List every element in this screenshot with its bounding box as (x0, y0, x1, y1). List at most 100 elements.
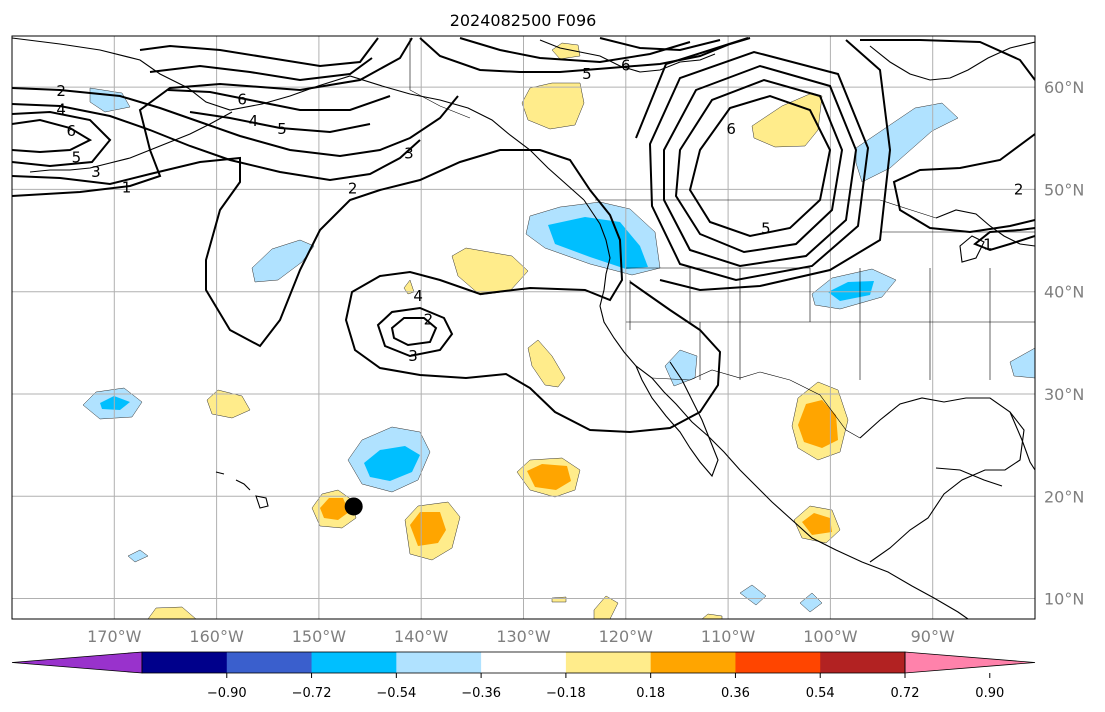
colorbar-tick-label: −0.18 (546, 686, 586, 701)
colorbar-segment (565, 652, 652, 673)
gridlines (12, 36, 1035, 619)
great-lakes (935, 209, 1035, 263)
anomaly-patch (527, 464, 571, 490)
cuba-coast (935, 467, 1003, 487)
colorbar-tick-label: 0.90 (975, 686, 1004, 701)
contour-line (648, 50, 870, 282)
anomaly-patch (828, 281, 874, 301)
alaska-gulf-coast (29, 111, 233, 173)
contour-line (139, 37, 379, 68)
colorbar-segment (735, 652, 821, 673)
contour-line (635, 37, 892, 292)
anomaly-patch (206, 389, 251, 419)
florida-coast (1009, 411, 1035, 471)
contour-line (12, 37, 413, 197)
contour-line (12, 149, 722, 434)
anomaly-patch (548, 217, 648, 269)
longitude-tick-label: 140°W (394, 627, 449, 646)
latitude-tick-label: 40°N (1044, 283, 1084, 302)
arctic-islands (539, 39, 716, 73)
contour-value-label: 5 (761, 219, 771, 237)
us-canada-border (595, 199, 937, 219)
contour-value-label: 3 (404, 145, 414, 163)
colorbar-tick-label: −0.36 (461, 686, 501, 701)
alaska-coast (12, 37, 585, 201)
colorbar-segment (820, 652, 906, 673)
longitude-tick-label: 90°W (911, 627, 955, 646)
latitude-tick-label: 20°N (1044, 487, 1084, 506)
anomaly-patch (320, 498, 349, 520)
contour-value-label: 2 (1014, 180, 1024, 198)
contour-value-label: 3 (408, 347, 418, 365)
colorbar-frame (141, 651, 906, 674)
contour-line (167, 89, 391, 111)
contour-line (149, 57, 373, 82)
anomaly-patch (551, 42, 581, 60)
us-state-borders (626, 231, 1035, 380)
coastlines (12, 37, 1035, 619)
longitude-tick-label: 170°W (87, 627, 142, 646)
colorbar-tick-label: −0.72 (292, 686, 332, 701)
contour-line (973, 227, 1035, 252)
longitude-tick-label: 120°W (599, 627, 654, 646)
contour-line (892, 133, 1035, 234)
anomaly-patch (527, 339, 566, 388)
latitude-tick-label: 10°N (1044, 590, 1084, 609)
anomaly-patch (701, 613, 723, 619)
longitude-tick-label: 100°W (803, 627, 858, 646)
anomaly-patch (664, 349, 698, 387)
anomaly-patch (364, 446, 420, 481)
alaska-canada-border (409, 38, 471, 119)
contour-value-label: 6 (67, 122, 77, 140)
anomaly-patch (127, 549, 149, 563)
contour-line (12, 110, 112, 168)
contour-value-label: 2 (348, 179, 358, 197)
anomaly-patch (799, 592, 823, 613)
point-marker-group (344, 497, 363, 516)
anomaly-patch (551, 596, 567, 603)
contour-value-label: 1 (983, 236, 993, 254)
map-frame (11, 35, 1036, 620)
anomaly-patch (521, 82, 585, 130)
colorbar-tick-label: −0.90 (207, 686, 247, 701)
contour-value-label: 4 (56, 101, 66, 119)
contour-line (663, 64, 858, 268)
contour-line (860, 39, 1035, 81)
contour-line (189, 111, 371, 134)
colorbar-extend-high (904, 651, 1036, 674)
anomaly-patch (802, 513, 832, 535)
contour-line (12, 87, 459, 158)
latitude-tick-label: 60°N (1044, 78, 1084, 97)
hawaii-islands (215, 471, 269, 509)
contour-line (419, 37, 751, 73)
gulf-of-mexico-coast (859, 397, 1025, 563)
location-marker (344, 497, 363, 516)
contour-value-label: 6 (726, 120, 736, 138)
anomaly-patch (410, 512, 446, 546)
colorbar-segment (142, 652, 228, 673)
colorbar-tick-label: 0.36 (721, 686, 750, 701)
anomaly-patch (798, 400, 838, 448)
colorbar-segment (226, 652, 313, 673)
colorbar: −0.90 −0.72 −0.54 −0.36 −0.18 0.18 0.36 0.54 0.7… (11, 651, 1036, 701)
contour-line (674, 78, 844, 254)
colorbar-tick-label: 0.18 (636, 686, 665, 701)
contour-line (599, 37, 721, 52)
contour-line (376, 306, 454, 358)
latitude-tick-label: 30°N (1044, 385, 1084, 404)
anomaly-patch (751, 92, 823, 148)
latitude-tick-label: 50°N (1044, 180, 1084, 199)
contour-value-label: 4 (249, 112, 259, 130)
colorbar-extend-low (11, 651, 143, 674)
contour-line (459, 37, 691, 64)
contour-line (688, 94, 832, 238)
contour-value-label: 5 (277, 120, 287, 138)
canada-west-coast (583, 199, 969, 619)
contour-value-label: 4 (413, 287, 423, 305)
contour-value-label: 6 (237, 90, 247, 108)
longitude-tick-label: 150°W (292, 627, 347, 646)
colorbar-tick-label: 0.54 (806, 686, 835, 701)
